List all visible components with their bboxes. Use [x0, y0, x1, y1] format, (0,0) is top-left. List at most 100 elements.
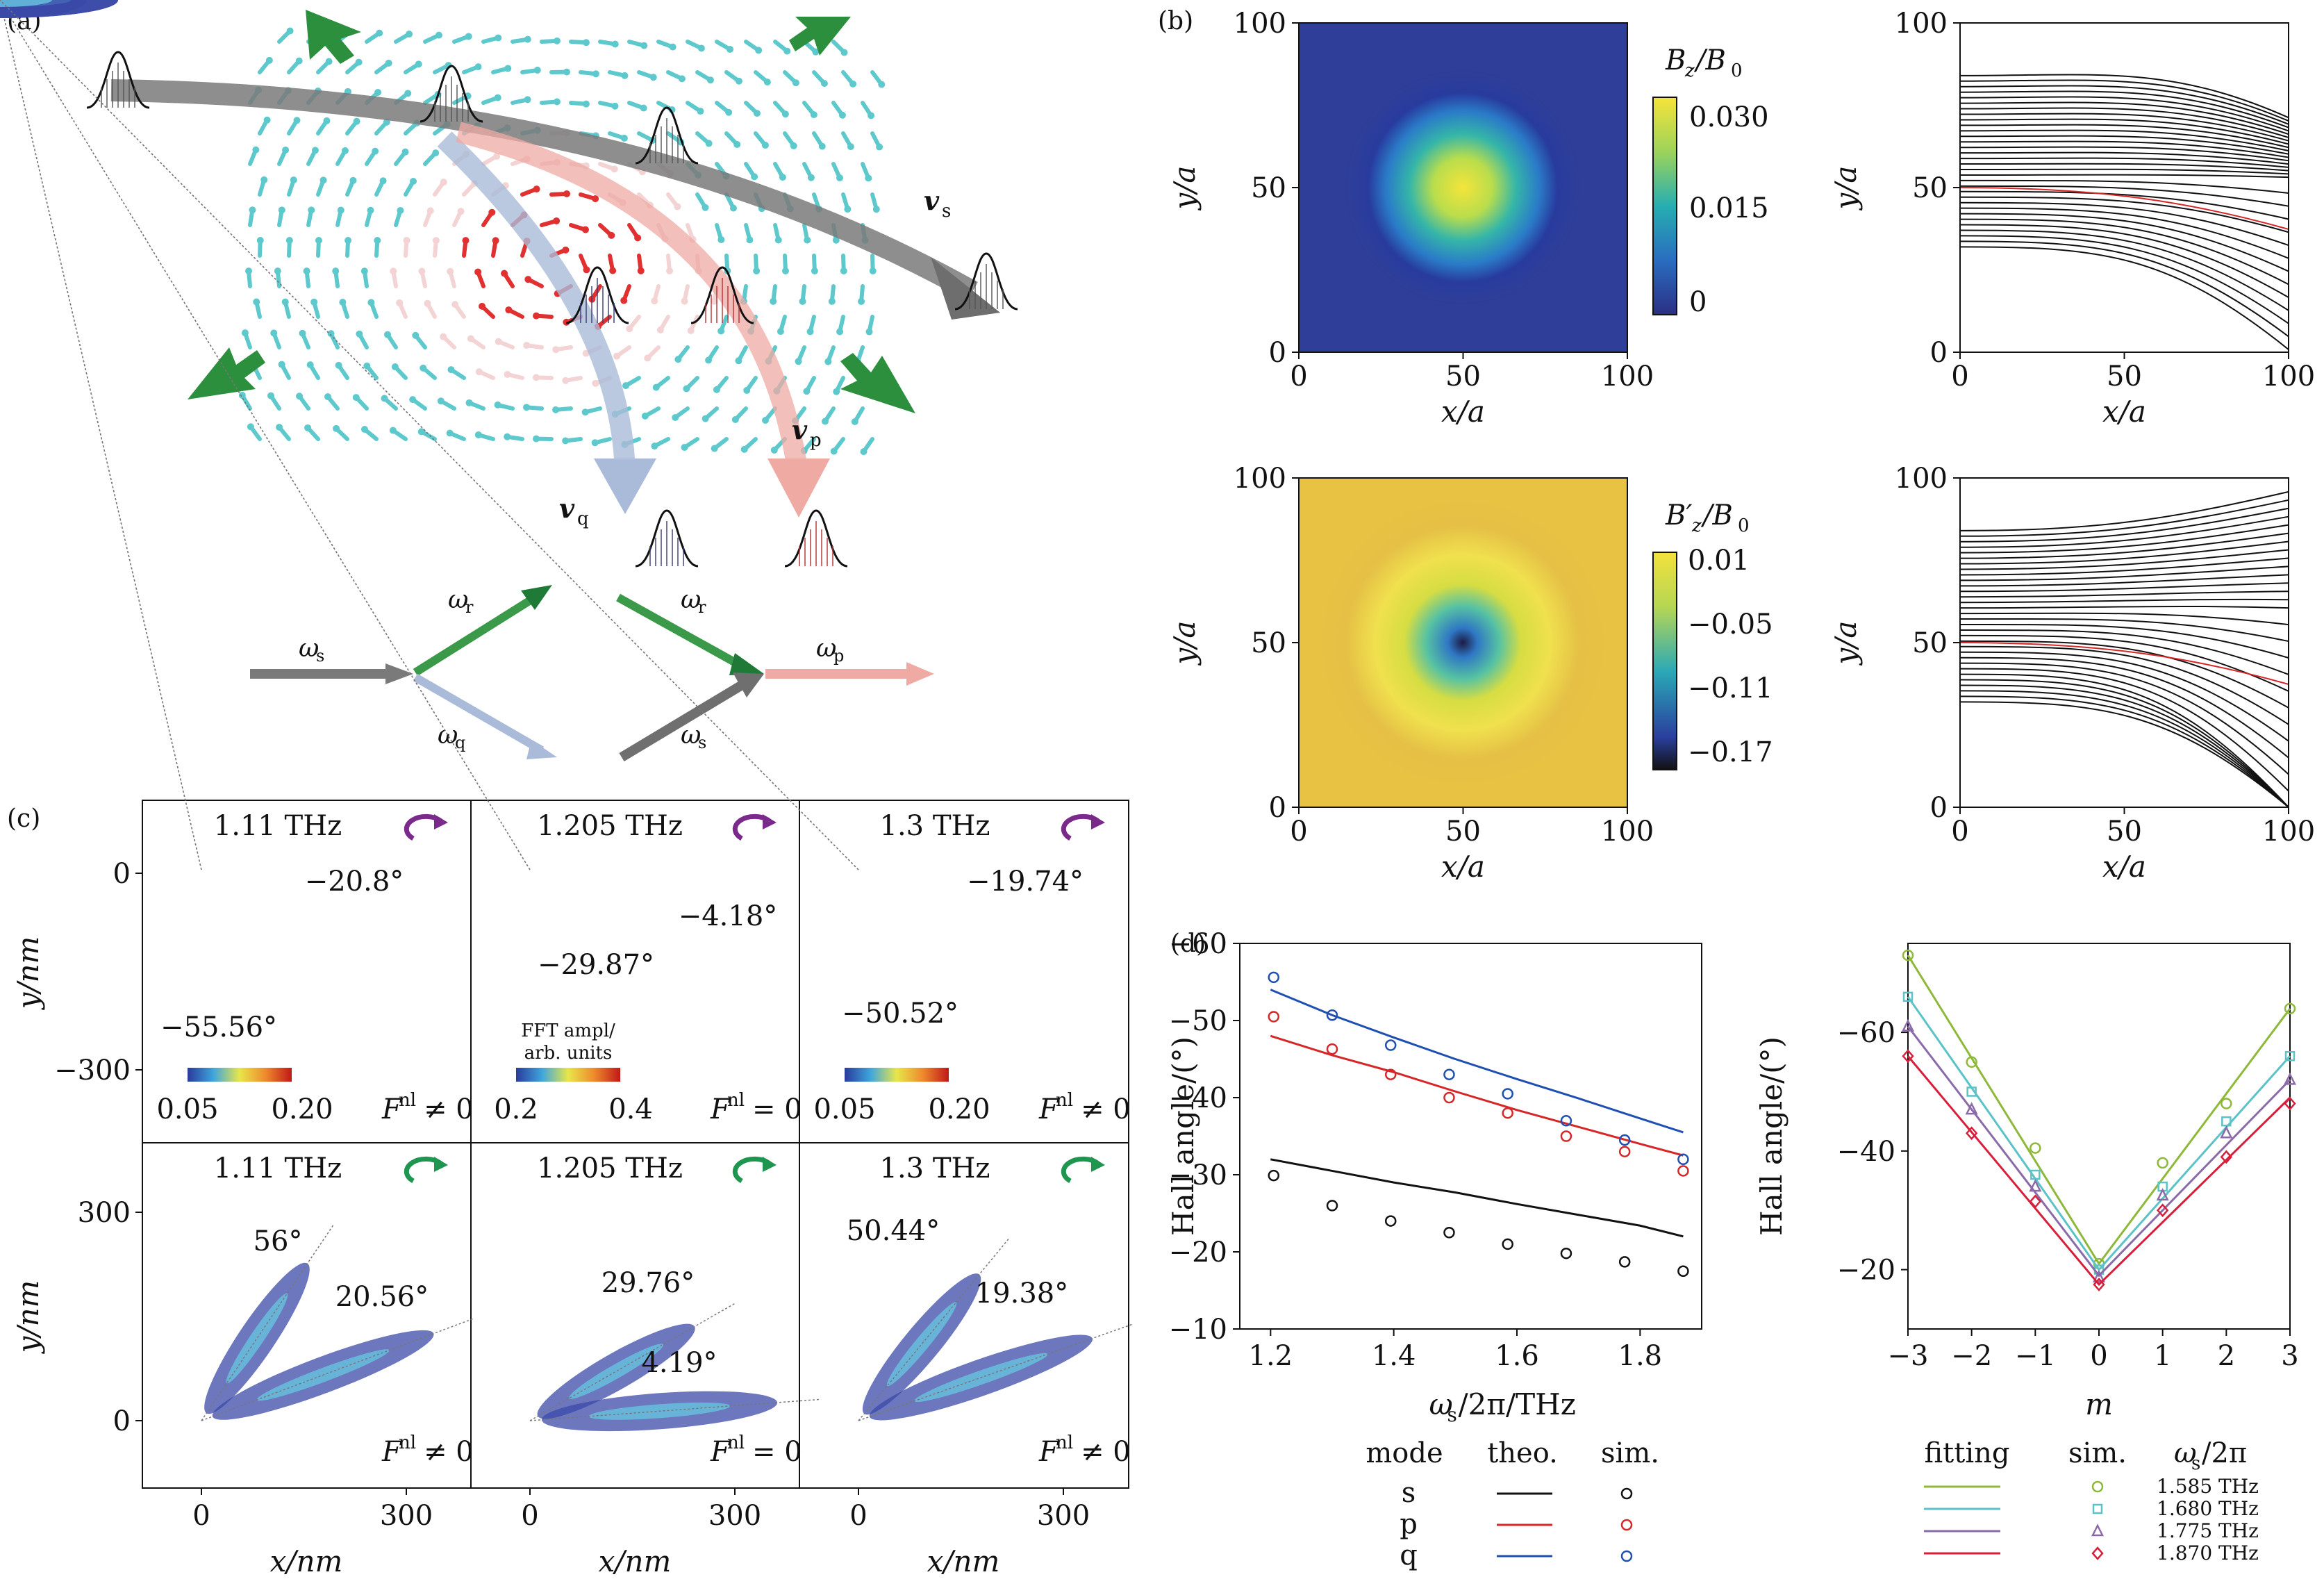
spin-arrow-head — [383, 331, 391, 338]
spin-arrow-head — [770, 446, 778, 454]
trajectory-line — [1959, 549, 2289, 570]
y-axis-label: y/a — [1168, 166, 1202, 211]
spin-arrow-head — [774, 236, 782, 244]
fft-colorbar-max: 0.20 — [928, 1093, 990, 1125]
sim-point-p — [1268, 1011, 1280, 1023]
fft-colorbar-min: 0.05 — [813, 1093, 875, 1125]
fnl-relation: ≠ 0 — [424, 1093, 474, 1125]
spin-arrow-head — [733, 140, 741, 148]
spin-arrow-head — [674, 203, 681, 210]
svg-text:−0.05: −0.05 — [1688, 609, 1773, 641]
spin-arrow-head — [830, 447, 838, 455]
spin-arrow-head — [640, 104, 647, 112]
sim-point-s — [1268, 1169, 1280, 1182]
ws2-sub: s — [698, 733, 706, 752]
x-axis-label: ω — [1429, 1387, 1453, 1421]
trajectory-line — [1959, 85, 2289, 125]
angle-guide-line — [529, 1398, 821, 1421]
spin-arrow-head — [355, 58, 363, 66]
spin-arrow-head — [641, 412, 649, 420]
sim-point-q — [1677, 1153, 1689, 1166]
spin-arrow-head — [562, 437, 570, 445]
y-tick-label: 100 — [1895, 463, 1948, 495]
spin-arrow-head — [713, 386, 720, 393]
spin-arrow-head — [860, 448, 868, 456]
spin-arrow-head — [241, 329, 249, 337]
legend-mode: q — [1400, 1539, 1418, 1571]
x-tick-label: 1.4 — [1372, 1340, 1416, 1372]
spin-arrow-head — [840, 49, 848, 56]
spin-arrow-head — [799, 297, 806, 305]
spin-arrow-head — [504, 433, 511, 440]
spin-arrow-head — [256, 237, 264, 245]
polarization-arrowhead — [434, 1157, 448, 1172]
spin-arrow-head — [613, 352, 621, 360]
trajectory-line — [1959, 135, 2289, 155]
trajectory-line — [1959, 96, 2289, 132]
sim-marker-triangle — [2029, 1179, 2042, 1192]
spin-arrow-head — [327, 330, 335, 338]
svg-text:−0.11: −0.11 — [1688, 672, 1773, 704]
spin-arrow-head — [345, 237, 352, 245]
svg-text:0.015: 0.015 — [1689, 192, 1769, 224]
y-tick-label: −10 — [1169, 1314, 1227, 1346]
y-tick-label: −300 — [54, 1055, 131, 1087]
spin-arrow-head — [372, 147, 379, 155]
green-arrow-icon — [789, 17, 851, 56]
angle-guide-line — [529, 1303, 736, 1421]
spin-arrow-head — [878, 81, 886, 88]
legend-header: theo. — [1487, 1437, 1558, 1469]
legend-header: fitting — [1925, 1437, 2010, 1469]
wave-packet-icon — [954, 252, 1018, 311]
ws-label: ω — [299, 634, 319, 663]
spin-arrow-head — [524, 276, 532, 283]
fft-colorbar-min: 0.05 — [156, 1093, 218, 1125]
spin-arrow-head — [678, 75, 686, 83]
spin-arrow-head — [447, 366, 455, 374]
angle-guide-line — [858, 1323, 1134, 1421]
wave-packet-icon — [635, 106, 699, 165]
spin-arrow-head — [840, 267, 847, 274]
spin-arrow-head — [424, 299, 431, 307]
green-arrow-icon — [840, 353, 915, 413]
spin-arrow-head — [465, 33, 472, 40]
legend-frequency: 1.870 THz — [2157, 1542, 2259, 1564]
svg-text:B: B — [1665, 44, 1686, 76]
spin-arrow-head — [267, 392, 274, 399]
spin-arrow-head — [381, 395, 388, 402]
sim-marker-circle — [2157, 1157, 2168, 1169]
bzp-colorbar-ticks: 0.01 −0.05 −0.11 −0.17 — [1688, 545, 1773, 768]
fnl-label: F — [710, 1436, 731, 1468]
trajectory-line — [1959, 524, 2289, 554]
spin-arrow-head — [582, 39, 590, 47]
spin-arrow-head — [790, 142, 797, 149]
spin-arrow-head — [697, 108, 704, 115]
sim-marker-square — [2092, 1503, 2103, 1514]
spin-arrow-head — [415, 60, 422, 68]
legend-header: sim. — [1601, 1437, 1659, 1469]
sim-marker-triangle — [2092, 1269, 2106, 1282]
trajectory-line — [1959, 598, 2289, 604]
spin-arrow-head — [533, 374, 540, 381]
spin-arrow-head — [406, 31, 413, 38]
spin-arrow-head — [337, 206, 345, 214]
panel-label-d: (d) — [1170, 930, 1206, 958]
spin-arrow-head — [562, 246, 570, 254]
y-tick-label: 0 — [113, 1405, 131, 1437]
spin-arrow-head — [705, 140, 713, 147]
spin-arrow-head — [807, 174, 815, 181]
fnl-relation: = 0 — [752, 1093, 802, 1125]
fnl-label: F — [381, 1436, 402, 1468]
green-arrow-icon — [188, 347, 265, 399]
spin-arrow-head — [374, 88, 382, 96]
x-tick-label: −3 — [1888, 1340, 1929, 1372]
spin-arrow-head — [457, 208, 465, 215]
sim-marker-diamond — [2029, 1194, 2041, 1209]
vq-label: v — [559, 493, 575, 524]
trajectory-line — [1959, 113, 2289, 142]
trajectory-line — [1959, 612, 2289, 626]
spin-arrow-head — [640, 42, 648, 49]
spin-arrow-head — [432, 237, 440, 245]
spin-arrow-head — [437, 397, 445, 405]
legend-marker — [1620, 1487, 1633, 1500]
